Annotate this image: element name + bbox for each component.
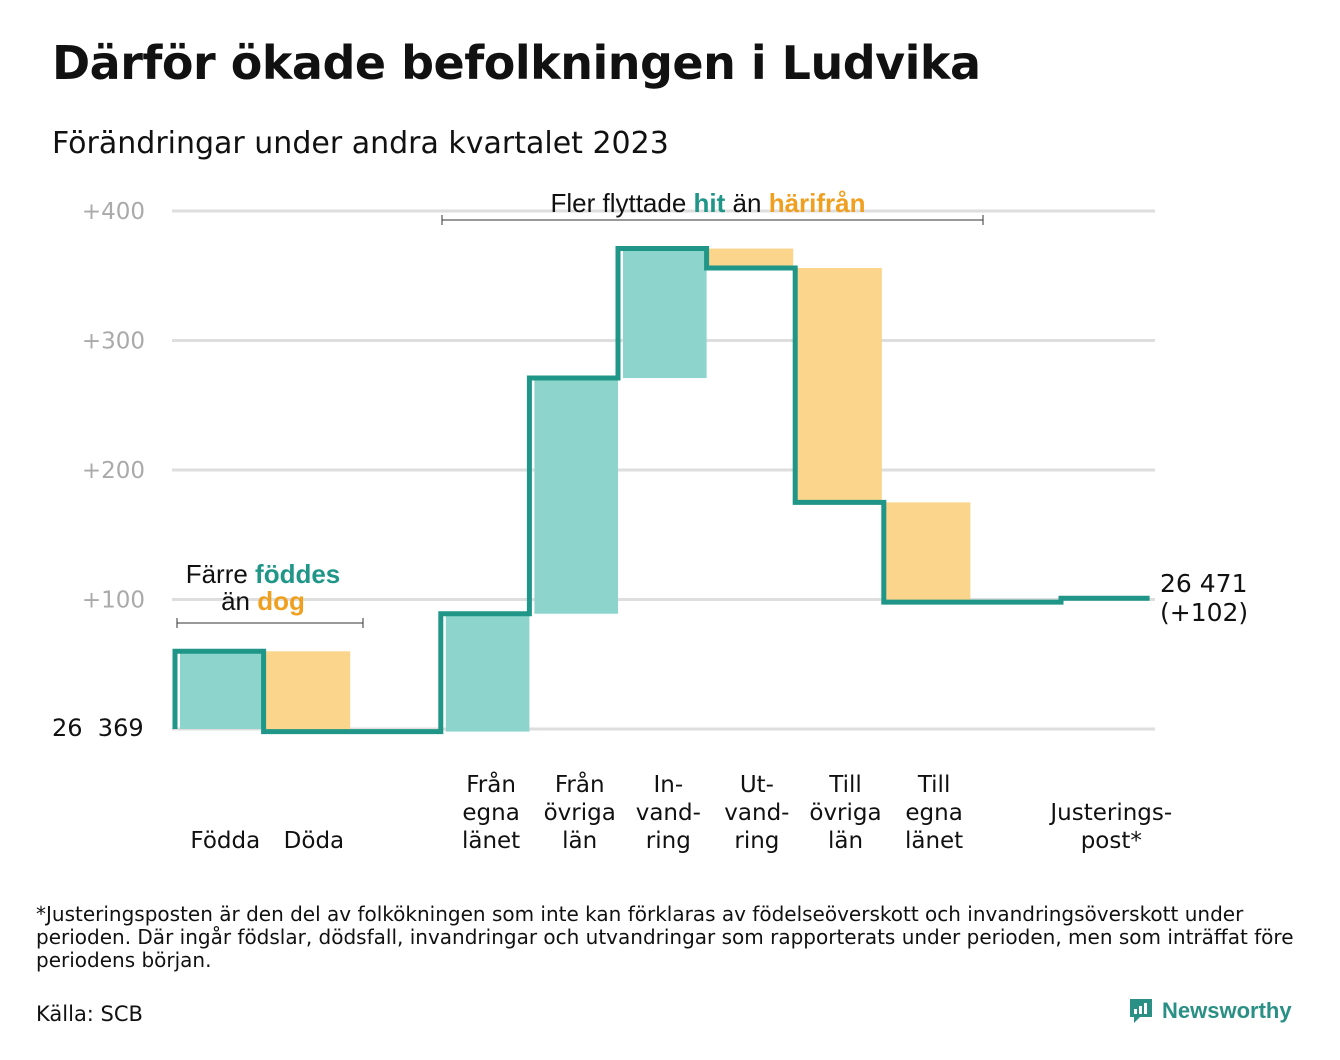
x-axis-label: Till bbox=[828, 772, 862, 798]
births-annotation-highlight-died: dog bbox=[257, 586, 305, 616]
bar-decrease bbox=[883, 502, 971, 603]
x-axis-label: vand- bbox=[724, 800, 789, 826]
bar-increase bbox=[180, 651, 264, 729]
y-tick-label: +400 bbox=[82, 199, 145, 225]
end-change-label: (+102) bbox=[1160, 598, 1248, 627]
x-axis-label: Födda bbox=[190, 828, 260, 854]
births-annotation-highlight-born: föddes bbox=[255, 559, 340, 589]
waterfall-chart: +100 +200 +300 +400 Färre föddes än dog Fle… bbox=[52, 188, 1248, 854]
x-axis-label: län bbox=[562, 828, 597, 854]
bars bbox=[180, 248, 971, 732]
migration-annotation: Fler flyttade hit än härifrån bbox=[550, 188, 865, 218]
x-axis-label: Ut- bbox=[740, 772, 774, 798]
bar-increase bbox=[623, 248, 707, 379]
x-axis-labels: Födda DödaFrånegnalänetFrånövrigalänIn-va… bbox=[190, 770, 1172, 854]
migration-annotation-than: än bbox=[725, 188, 768, 218]
x-axis-label: ring bbox=[646, 828, 691, 854]
footnote: *Justeringsposten är den del av folkökni… bbox=[36, 902, 1294, 972]
bar-decrease bbox=[263, 651, 351, 732]
y-tick-label: +300 bbox=[82, 329, 145, 355]
births-annotation-line2: än dog bbox=[221, 586, 305, 616]
migration-annotation-prefix: Fler flyttade bbox=[550, 188, 693, 218]
x-axis-label: Från bbox=[555, 770, 605, 798]
start-value-label: 26 369 bbox=[52, 714, 144, 742]
annotations: Färre föddes än dog Fler flyttade hit än… bbox=[176, 188, 984, 628]
chart-subtitle: Förändringar under andra kvartalet 2023 bbox=[52, 126, 669, 161]
x-axis-label: post* bbox=[1081, 828, 1142, 854]
x-axis-label: länet bbox=[905, 828, 963, 854]
bar-increase bbox=[445, 613, 530, 732]
y-tick-label: +100 bbox=[82, 588, 145, 614]
source-label: Källa: SCB bbox=[36, 1002, 143, 1026]
x-axis-label: Till bbox=[917, 772, 951, 798]
migration-annotation-highlight-away: härifrån bbox=[769, 188, 866, 218]
bar-increase bbox=[534, 378, 618, 614]
births-annotation-line1: Färre föddes bbox=[186, 559, 341, 589]
x-axis-label: Justerings- bbox=[1048, 800, 1172, 826]
newsworthy-logo-icon bbox=[1130, 999, 1152, 1023]
x-axis-label: Döda bbox=[284, 828, 344, 854]
x-axis-label: övriga bbox=[544, 800, 616, 826]
x-axis-label: In- bbox=[653, 772, 683, 798]
x-axis-label: egna bbox=[905, 800, 962, 826]
x-axis-label: egna bbox=[462, 800, 519, 826]
births-annotation-than: än bbox=[221, 586, 257, 616]
migration-annotation-highlight-here: hit bbox=[694, 188, 726, 218]
bar-decrease bbox=[795, 267, 882, 503]
y-tick-label: +200 bbox=[82, 458, 145, 484]
x-axis-label: län bbox=[828, 828, 863, 854]
bar-decrease bbox=[706, 248, 794, 268]
brand: Newsworthy bbox=[1128, 997, 1292, 1025]
end-value-label: 26 471 bbox=[1160, 569, 1247, 598]
cumulative-step-line bbox=[172, 246, 1150, 735]
x-axis-label: länet bbox=[462, 828, 520, 854]
x-axis-label: vand- bbox=[636, 800, 701, 826]
brand-name: Newsworthy bbox=[1162, 998, 1292, 1023]
x-axis-label: Från bbox=[466, 770, 516, 798]
x-axis-label: ring bbox=[734, 828, 779, 854]
chart-title: Därför ökade befolkningen i Ludvika bbox=[52, 36, 981, 90]
y-axis-ticks: +100 +200 +300 +400 bbox=[82, 199, 145, 614]
births-annotation-prefix: Färre bbox=[186, 559, 255, 589]
x-axis-label: övriga bbox=[809, 800, 881, 826]
